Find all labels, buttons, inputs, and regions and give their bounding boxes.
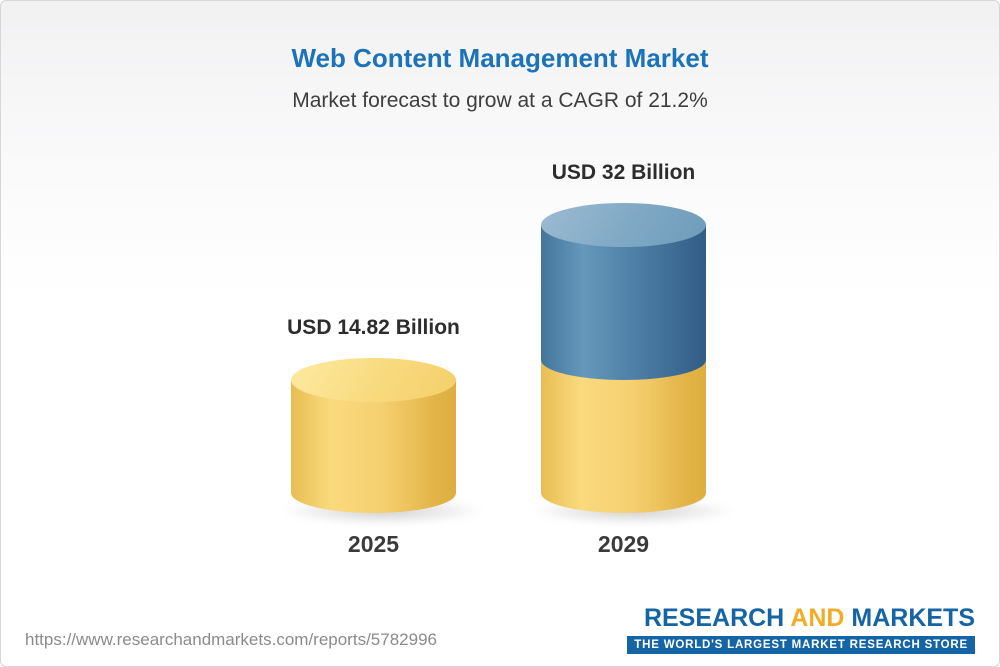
value-label-2029: USD 32 Billion: [551, 161, 696, 184]
bar-2029: USD 32 Billion 2029: [533, 1, 733, 666]
category-label-2025: 2025: [347, 531, 400, 557]
brand-tagline: THE WORLD'S LARGEST MARKET RESEARCH STOR…: [627, 636, 975, 654]
value-label-2025: USD 14.82 Billion: [287, 316, 460, 339]
brand-word-and: AND: [790, 604, 845, 632]
report-url: https://www.researchandmarkets.com/repor…: [25, 630, 437, 649]
bar-2025: USD 14.82 Billion 2025: [283, 1, 483, 666]
brand-word-research: RESEARCH: [643, 604, 785, 632]
chart-subtitle: Market forecast to grow at a CAGR of 21.…: [292, 89, 708, 112]
brand-logo: RESEARCH AND MARKETS THE WORLD'S LARGEST…: [627, 604, 975, 654]
cylinder-2025-body: [291, 380, 456, 513]
cylinder-2029-top: [541, 203, 706, 247]
brand-word-markets: MARKETS: [851, 604, 975, 632]
category-label-2029: 2029: [597, 531, 650, 557]
brand-wordmark: RESEARCH AND MARKETS: [644, 604, 975, 633]
cylinder-2029-base-segment: [541, 360, 706, 513]
cylinder-2029-growth-segment: [541, 225, 706, 380]
chart-title: Web Content Management Market: [291, 43, 709, 73]
cylinder-2025-top: [291, 358, 456, 402]
